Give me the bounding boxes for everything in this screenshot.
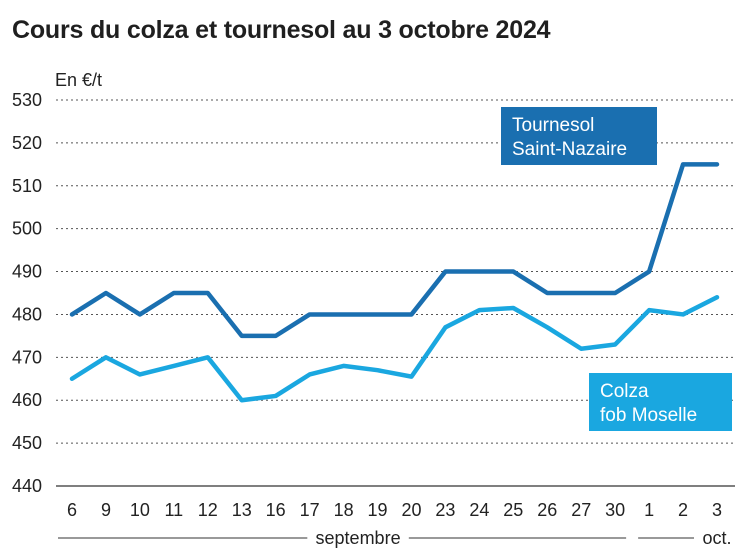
x-tick-label: 20 — [401, 500, 421, 520]
x-tick-label: 26 — [537, 500, 557, 520]
series-label-text: Tournesol — [512, 115, 594, 136]
series-label-text: fob Moselle — [600, 405, 697, 426]
series-label-box — [501, 107, 657, 165]
x-tick-label: 17 — [300, 500, 320, 520]
y-axis-unit-label: En €/t — [55, 70, 102, 90]
x-tick-label: 10 — [130, 500, 150, 520]
y-tick-label: 440 — [12, 476, 42, 496]
month-label: oct. — [702, 528, 731, 548]
y-tick-label: 490 — [12, 262, 42, 282]
month-labels: septembre oct. — [58, 528, 732, 548]
series-labels: Tournesol Saint-Nazaire Colza fob Moselle — [501, 107, 732, 431]
y-tick-label: 480 — [12, 304, 42, 324]
x-tick-label: 2 — [678, 500, 688, 520]
x-tick-label: 24 — [469, 500, 489, 520]
x-tick-label: 18 — [334, 500, 354, 520]
y-tick-label: 450 — [12, 433, 42, 453]
series-line-colza — [69, 295, 720, 403]
x-tick-label: 25 — [503, 500, 523, 520]
y-axis-ticks: 440 450 460 470 480 490 500 510 520 530 — [12, 90, 42, 496]
x-tick-label: 6 — [67, 500, 77, 520]
series-lines — [69, 162, 720, 403]
x-tick-label: 30 — [605, 500, 625, 520]
x-tick-label: 16 — [266, 500, 286, 520]
x-tick-label: 9 — [101, 500, 111, 520]
x-tick-label: 23 — [435, 500, 455, 520]
y-tick-label: 460 — [12, 390, 42, 410]
x-tick-label: 13 — [232, 500, 252, 520]
x-tick-label: 3 — [712, 500, 722, 520]
x-tick-label: 12 — [198, 500, 218, 520]
series-label-text: Saint-Nazaire — [512, 139, 627, 160]
x-tick-label: 11 — [164, 500, 183, 520]
series-line-tournesol — [69, 162, 720, 339]
x-tick-label: 1 — [644, 500, 654, 520]
month-label: septembre — [316, 528, 401, 548]
y-tick-label: 470 — [12, 347, 42, 367]
series-label-text: Colza — [600, 381, 649, 402]
x-tick-label: 19 — [368, 500, 388, 520]
chart-title: Cours du colza et tournesol au 3 octobre… — [12, 16, 551, 44]
y-tick-label: 510 — [12, 176, 42, 196]
y-tick-label: 520 — [12, 133, 42, 153]
series-label-box — [589, 373, 732, 431]
x-axis-ticks: 6 9 10 11 12 13 16 17 18 19 20 23 24 25 26 27 30 1 2 3 — [67, 500, 722, 520]
y-tick-label: 530 — [12, 90, 42, 110]
x-tick-label: 27 — [571, 500, 591, 520]
y-tick-label: 500 — [12, 219, 42, 239]
